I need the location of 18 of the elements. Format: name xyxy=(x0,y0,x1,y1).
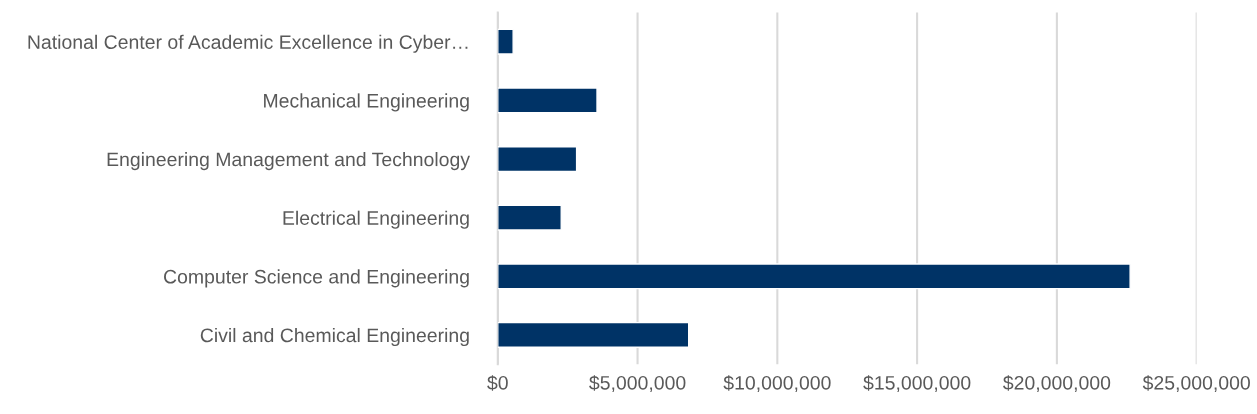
bar xyxy=(497,263,1131,290)
y-tick-label: Engineering Management and Technology xyxy=(107,152,470,171)
x-tick-label: $10,000,000 xyxy=(723,375,831,393)
y-tick-label: Electrical Engineering xyxy=(283,210,469,229)
x-tick-label: $20,000,000 xyxy=(1003,375,1111,393)
x-tick-label: $25,000,000 xyxy=(1142,375,1250,393)
y-tick-label: Civil and Chemical Engineering xyxy=(200,327,469,347)
bar xyxy=(497,321,690,349)
y-tick-label: National Center of Academic Excellence in Cyber… xyxy=(28,34,468,53)
y-tick-label: Computer Science and Engineering xyxy=(164,269,469,288)
bar xyxy=(497,146,578,173)
bar xyxy=(497,87,598,114)
x-tick-label: $5,000,000 xyxy=(589,375,686,393)
bar xyxy=(497,204,562,231)
x-tick-label: $15,000,000 xyxy=(863,375,971,393)
y-tick-label: Mechanical Engineering xyxy=(264,93,469,112)
bar xyxy=(497,28,514,55)
x-tick-label: $0 xyxy=(487,375,508,391)
